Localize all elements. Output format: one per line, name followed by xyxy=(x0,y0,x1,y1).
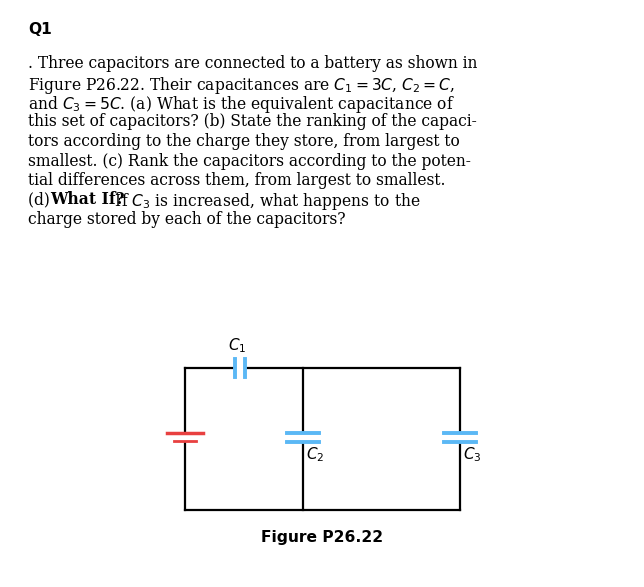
Text: Figure P26.22. Their capacitances are $C_1 = 3C$, $C_2 = C$,: Figure P26.22. Their capacitances are $C… xyxy=(28,75,455,96)
Text: tors according to the charge they store, from largest to: tors according to the charge they store,… xyxy=(28,133,460,150)
Text: $C_1$: $C_1$ xyxy=(228,336,246,355)
Text: tial differences across them, from largest to smallest.: tial differences across them, from large… xyxy=(28,172,446,189)
Text: charge stored by each of the capacitors?: charge stored by each of the capacitors? xyxy=(28,211,346,228)
Text: this set of capacitors? (b) State the ranking of the capaci-: this set of capacitors? (b) State the ra… xyxy=(28,113,477,130)
Text: Q1: Q1 xyxy=(28,22,52,37)
Text: $C_2$: $C_2$ xyxy=(306,446,325,464)
Text: (d): (d) xyxy=(28,191,55,208)
Text: $C_3$: $C_3$ xyxy=(463,446,482,464)
Text: . Three capacitors are connected to a battery as shown in: . Three capacitors are connected to a ba… xyxy=(28,55,477,72)
Text: If $C_3$ is increased, what happens to the: If $C_3$ is increased, what happens to t… xyxy=(110,191,421,212)
Text: and $C_3 = 5C$. (a) What is the equivalent capacitance of: and $C_3 = 5C$. (a) What is the equivale… xyxy=(28,94,455,115)
Text: Figure P26.22: Figure P26.22 xyxy=(261,530,383,545)
Text: smallest. (c) Rank the capacitors according to the poten-: smallest. (c) Rank the capacitors accord… xyxy=(28,153,471,170)
Text: What If?: What If? xyxy=(50,191,125,208)
